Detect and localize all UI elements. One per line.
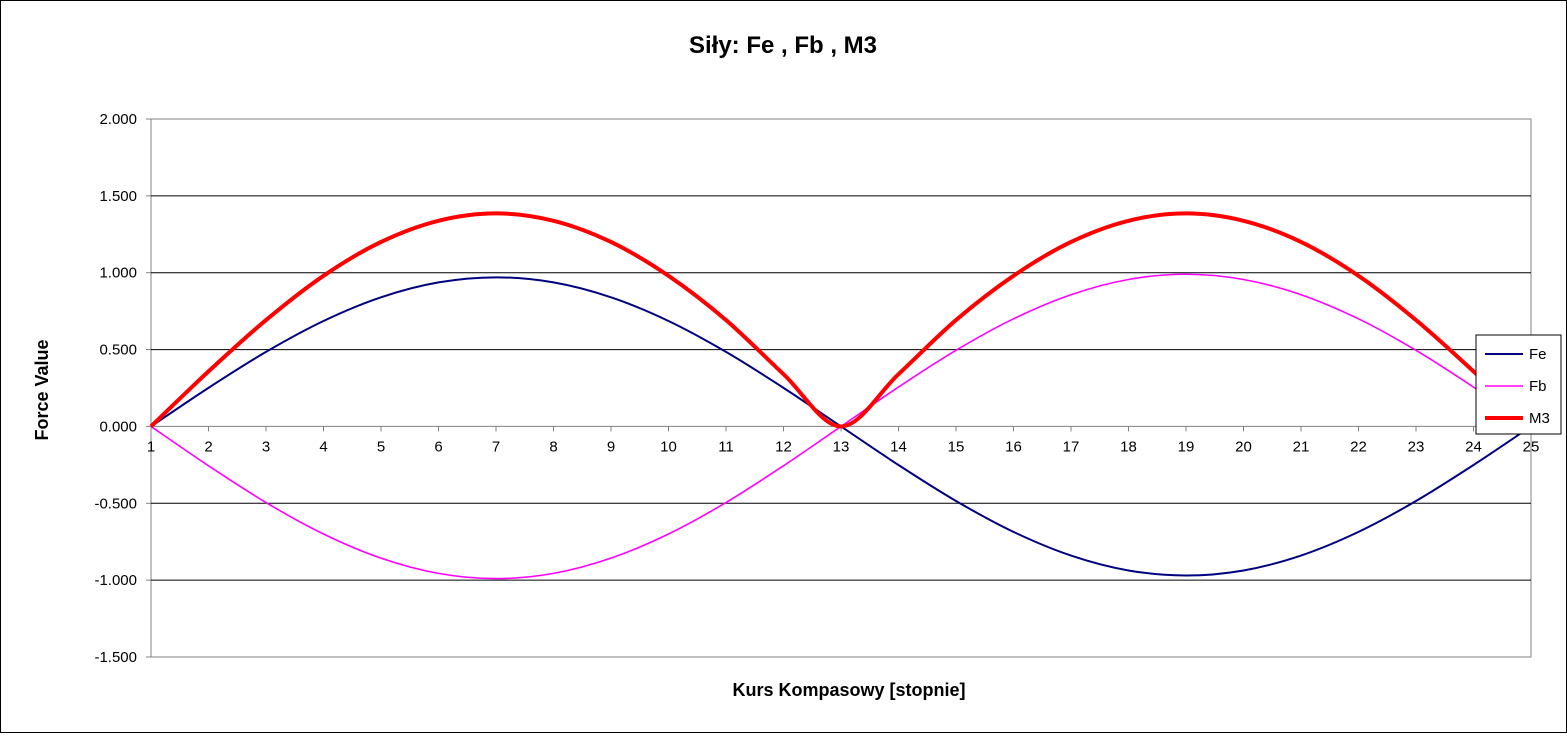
x-tick-label: 10 (660, 438, 677, 455)
x-tick-label: 2 (204, 438, 212, 455)
y-tick-label: 1.500 (99, 188, 137, 205)
y-tick-label: 2.000 (99, 111, 137, 128)
x-tick-label: 11 (718, 438, 734, 455)
series-lines (149, 211, 1533, 580)
x-tick-label: 13 (833, 438, 850, 455)
x-tick-label: 22 (1350, 438, 1367, 455)
x-tick-label: 6 (434, 438, 442, 455)
x-tick-label: 12 (775, 438, 792, 455)
x-tick-label: 7 (492, 438, 500, 455)
x-tick-label: 15 (948, 438, 965, 455)
x-tick-label: 21 (1293, 438, 1310, 455)
x-tick-label: 25 (1523, 438, 1540, 455)
y-tick-label: -1.500 (94, 649, 137, 666)
x-axis-label: Kurs Kompasowy [stopnie] (732, 680, 965, 700)
y-tick-label: 0.500 (99, 342, 137, 359)
x-axis-ticks: 1 2 3 4 5 6 7 8 9 10 11 12 13 14 15 16 17 18 19 20 21 22 23 24 2… (147, 426, 1540, 455)
plot-area (150, 118, 1532, 658)
x-tick-label: 17 (1063, 438, 1080, 455)
x-tick-label: 16 (1005, 438, 1022, 455)
x-tick-label: 23 (1408, 438, 1425, 455)
x-tick-label: 20 (1235, 438, 1252, 455)
x-tick-label: 9 (607, 438, 615, 455)
x-tick-label: 14 (890, 438, 907, 455)
y-tick-label: 0.000 (99, 418, 137, 435)
x-tick-label: 4 (319, 438, 327, 455)
x-tick-label: 19 (1178, 438, 1195, 455)
series-line-m3 (149, 211, 1533, 429)
y-axis-label: Force Value (32, 339, 52, 440)
x-tick-label: 5 (377, 438, 385, 455)
legend-label-fe: Fe (1529, 346, 1547, 363)
legend-label-fb: Fb (1529, 378, 1547, 395)
y-axis-ticks: 2.000 1.500 1.000 0.500 0.000 -0.500 -1.000 -1.… (94, 111, 151, 666)
x-tick-label: 18 (1120, 438, 1137, 455)
x-tick-label: 8 (549, 438, 557, 455)
x-tick-label: 3 (262, 438, 270, 455)
legend-label-m3: M3 (1529, 410, 1550, 427)
x-tick-label: 24 (1465, 438, 1482, 455)
y-tick-label: -0.500 (94, 495, 137, 512)
legend: Fe Fb M3 (1475, 334, 1562, 435)
chart-title: Siły: Fe , Fb , M3 (689, 32, 877, 59)
y-tick-label: -1.000 (94, 572, 137, 589)
x-tick-label: 1 (147, 438, 155, 455)
y-tick-label: 1.000 (99, 265, 137, 282)
